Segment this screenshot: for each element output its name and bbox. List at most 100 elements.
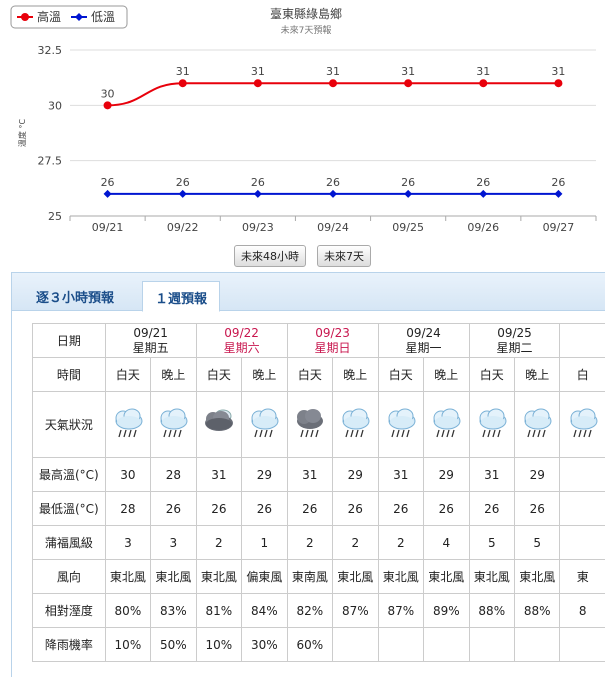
row-beaufort: 蒲福風級 3 3 2 1 2 2 2 4 5 5 <box>32 525 605 560</box>
period-cell: 白天 <box>286 357 334 392</box>
weather-cell <box>559 391 605 458</box>
chart-title: 臺東縣綠島鄉 <box>270 6 342 21</box>
label-max: 最高溫(°C) <box>32 457 106 492</box>
high-point <box>253 79 262 88</box>
rain-chance-cell: 30% <box>241 627 288 662</box>
period-cell: 晚上 <box>423 357 470 392</box>
tab-1week[interactable]: １週預報 <box>142 281 221 312</box>
row-humidity: 相對溼度 80% 83% 81% 84% 82% 87% 87% 89% 88% 88% 8 <box>32 593 605 628</box>
period-cell: 白天 <box>468 357 516 392</box>
rain-chance-cell <box>513 627 561 662</box>
wind-direction-cell: 偏東風 <box>241 559 288 594</box>
min-temp-cell: 28 <box>104 491 152 526</box>
beaufort-cell: 5 <box>513 525 561 560</box>
beaufort-cell: 5 <box>468 525 516 560</box>
rain-chance-cell: 10% <box>195 627 243 662</box>
beaufort-cell: 1 <box>241 525 288 560</box>
x-tick-label: 09/21 <box>92 221 124 234</box>
label-humidity: 相對溼度 <box>32 593 106 628</box>
day-date: 09/25 <box>497 325 532 340</box>
period-cell: 晚上 <box>241 357 288 392</box>
cloud-rain-icon <box>153 408 193 444</box>
humidity-cell: 81% <box>195 593 243 628</box>
high-point <box>329 79 337 88</box>
x-tick-label: 09/23 <box>242 221 274 234</box>
low-point <box>329 189 337 198</box>
humidity-cell: 84% <box>241 593 288 628</box>
humidity-cell: 87% <box>332 593 379 628</box>
humidity-cell: 80% <box>104 593 152 628</box>
max-temp-cell: 29 <box>513 457 561 492</box>
legend-high-marker <box>21 13 29 21</box>
data-label: 26 <box>101 176 115 189</box>
forecast-table-wrap: 日期 09/21 星期五 09/22 星期六 09/23 星期日 09/24 星期一 09/25 星… <box>32 323 605 677</box>
min-temp-cell: 26 <box>286 491 334 526</box>
weather-cell <box>513 391 561 458</box>
min-temp-cell <box>559 491 605 526</box>
max-temp-cell: 31 <box>286 457 334 492</box>
label-min: 最低溫(°C) <box>32 491 106 526</box>
day-header: 09/25 星期二 <box>468 323 561 358</box>
beaufort-cell: 2 <box>286 525 334 560</box>
forecast-table: 日期 09/21 星期五 09/22 星期六 09/23 星期日 09/24 星期一 09/25 星… <box>32 323 605 662</box>
cloud-rain-icon <box>108 408 148 444</box>
label-date: 日期 <box>32 323 106 358</box>
cloud-rain-icon <box>517 408 557 444</box>
y-tick-label: 27.5 <box>38 155 63 168</box>
day-date: 09/23 <box>315 325 350 340</box>
low-point <box>103 189 112 198</box>
data-label: 31 <box>551 65 565 78</box>
low-point <box>554 189 563 198</box>
min-temp-cell: 26 <box>195 491 243 526</box>
wind-direction-cell: 東北風 <box>468 559 516 594</box>
legend-high-label: 高溫 <box>37 9 61 24</box>
humidity-cell: 87% <box>377 593 425 628</box>
cloud-rain-icon <box>472 408 512 444</box>
legend-low-label: 低溫 <box>91 10 115 24</box>
period-cell: 白天 <box>195 357 243 392</box>
wind-direction-cell: 東南風 <box>286 559 334 594</box>
y-tick-label: 30 <box>48 99 62 112</box>
rain-chance-cell <box>377 627 425 662</box>
weather-cell <box>423 391 470 458</box>
data-label: 31 <box>176 65 190 78</box>
label-wind: 風向 <box>32 559 106 594</box>
label-rain: 降雨機率 <box>32 627 106 662</box>
label-weather: 天氣狀況 <box>32 391 106 458</box>
data-label: 26 <box>251 176 265 189</box>
tab-3hour[interactable]: 逐３小時預報 <box>36 291 115 306</box>
data-label: 31 <box>476 65 490 78</box>
wind-direction-cell: 東北風 <box>150 559 197 594</box>
row-rain: 降雨機率 10% 50% 10% 30% 60% <box>32 627 605 662</box>
cloud-rain-icon <box>426 408 466 444</box>
beaufort-cell: 3 <box>150 525 197 560</box>
legend-low-marker <box>75 13 83 21</box>
label-time: 時間 <box>32 357 106 392</box>
day-date: 09/24 <box>406 325 441 340</box>
day-date: 09/21 <box>133 325 168 340</box>
beaufort-cell: 3 <box>104 525 152 560</box>
range-48h-button[interactable]: 未來48小時 <box>233 245 306 267</box>
max-temp-cell: 29 <box>332 457 379 492</box>
min-temp-cell: 26 <box>468 491 516 526</box>
low-point <box>404 189 413 198</box>
day-weekday: 星期日 <box>314 340 351 355</box>
x-tick-label: 09/25 <box>392 221 424 234</box>
max-temp-cell: 30 <box>104 457 152 492</box>
min-temp-cell: 26 <box>377 491 425 526</box>
low-point <box>479 189 488 198</box>
weather-cell <box>195 391 243 458</box>
rain-chance-cell <box>332 627 379 662</box>
period-cell: 白 <box>559 357 605 392</box>
data-label: 30 <box>101 87 115 100</box>
data-label: 31 <box>326 65 340 78</box>
day-header: 09/24 星期一 <box>377 323 470 358</box>
temperature-chart: 高溫 低溫 臺東縣綠島鄉 未來7天預報 32.5 30 27.5 25 溫度 °C 09/21 09… <box>0 0 605 234</box>
cloud-rain-icon <box>381 408 421 444</box>
wind-direction-cell: 東北風 <box>332 559 379 594</box>
range-7day-button[interactable]: 未來7天 <box>317 245 372 267</box>
tab-bar: 逐３小時預報 １週預報 <box>12 273 605 312</box>
row-date: 日期 09/21 星期五 09/22 星期六 09/23 星期日 09/24 星期一 09/25 星… <box>32 323 605 358</box>
day-weekday: 星期六 <box>223 340 260 355</box>
